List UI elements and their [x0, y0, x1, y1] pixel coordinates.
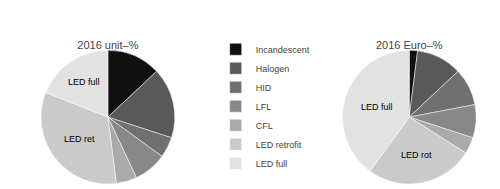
svg-text:LED full: LED full [68, 77, 100, 87]
svg-text:2016 Euro–%: 2016 Euro–% [376, 39, 443, 51]
svg-text:2016 unit–%: 2016 unit–% [77, 39, 138, 51]
svg-text:Incandescent: Incandescent [256, 45, 310, 55]
svg-text:LFL: LFL [256, 102, 272, 112]
svg-text:CFL: CFL [256, 121, 273, 131]
svg-text:LED retrofit: LED retrofit [256, 140, 302, 150]
svg-text:Halogen: Halogen [256, 64, 290, 74]
svg-text:LED full: LED full [361, 102, 393, 112]
svg-text:LED rot: LED rot [401, 150, 432, 160]
svg-text:HID: HID [256, 83, 272, 93]
svg-text:LED full: LED full [256, 159, 288, 169]
svg-text:LED ret: LED ret [64, 134, 95, 144]
